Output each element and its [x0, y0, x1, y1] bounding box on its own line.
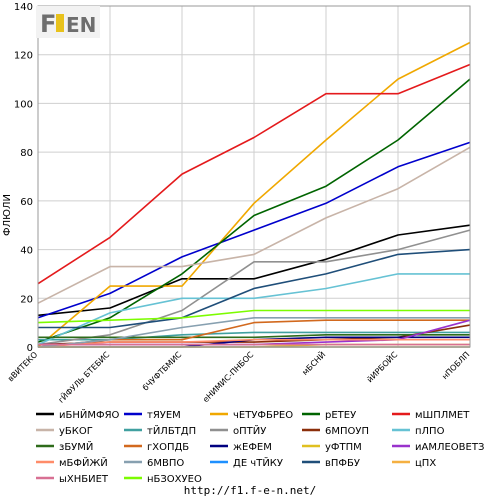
- legend-label: ДЕ чТЙКУ: [233, 456, 283, 469]
- plot-border: [37, 5, 471, 348]
- legend-label: рЕТЕУ: [325, 410, 356, 421]
- legend-label: тЯУЕМ: [147, 410, 181, 421]
- series-line: [37, 141, 471, 319]
- logo-text-f: F: [40, 10, 56, 38]
- legend-label: зБУМЙ: [59, 440, 93, 453]
- legend-label: мШПЛМЕТ: [415, 410, 470, 421]
- y-axis-ticks: 0 20 40 60 80 100 120 140: [14, 2, 33, 354]
- series-line: [37, 78, 471, 343]
- y-tick-label: 100: [14, 99, 33, 110]
- series-line: [37, 309, 470, 324]
- legend-label: ыХНБИЕТ: [59, 474, 109, 485]
- legend-label: иАМЛЕОВЕТЗ: [415, 442, 484, 453]
- legend-label: мБФЙЖЙ: [59, 456, 108, 469]
- legend-label: цПХ: [415, 458, 436, 469]
- footer-url: http://f1.f-e-n.net/: [183, 484, 317, 497]
- legend-label: пЛПО: [415, 426, 445, 437]
- legend-label: иБНЙМФЯО: [59, 408, 120, 421]
- y-tick-label: 80: [20, 148, 33, 159]
- legend-label: гХОПДБ: [147, 442, 189, 453]
- logo-accent-bar: [56, 14, 64, 32]
- series-line: [38, 333, 470, 339]
- series-line: [37, 338, 470, 348]
- series-line: [37, 63, 471, 285]
- series-line: [37, 146, 471, 304]
- series-line: [37, 229, 471, 346]
- legend-label: нБЗОХУЕО: [147, 474, 202, 485]
- logo: F EN: [36, 6, 100, 38]
- series-line: [37, 224, 471, 317]
- series-line: [37, 316, 470, 348]
- legend: иБНЙМФЯО тЯУЕМ чЕТУФБРЕО рЕТЕУ мШПЛМЕТ уБКОГ т…: [36, 408, 484, 485]
- legend-label: уФТПМ: [325, 442, 362, 453]
- series-line: [37, 41, 471, 348]
- legend-label: вПФБУ: [325, 458, 360, 469]
- logo-text-en: EN: [66, 13, 96, 37]
- legend-label: оПТЙУ: [233, 424, 266, 437]
- y-axis-label: ФЛЮЛИ: [2, 194, 13, 236]
- legend-label: уБКОГ: [59, 426, 93, 437]
- y-tick-label: 140: [14, 2, 33, 13]
- series-line: [38, 248, 471, 329]
- logo-background: [36, 6, 100, 38]
- y-tick-label: 60: [20, 197, 33, 208]
- series-line: [37, 273, 470, 346]
- plot-area: [37, 5, 471, 348]
- legend-label: 6МПОУП: [325, 426, 369, 437]
- y-tick-label: 120: [14, 51, 33, 62]
- legend-label: жЕФЕМ: [233, 442, 272, 453]
- y-tick-label: 20: [20, 294, 33, 305]
- legend-label: тЙЛБТДП: [147, 424, 196, 437]
- legend-label: 6МВПО: [147, 458, 184, 469]
- y-tick-label: 40: [20, 246, 33, 257]
- y-tick-label: 0: [27, 343, 33, 354]
- legend-label: чЕТУФБРЕО: [233, 410, 293, 421]
